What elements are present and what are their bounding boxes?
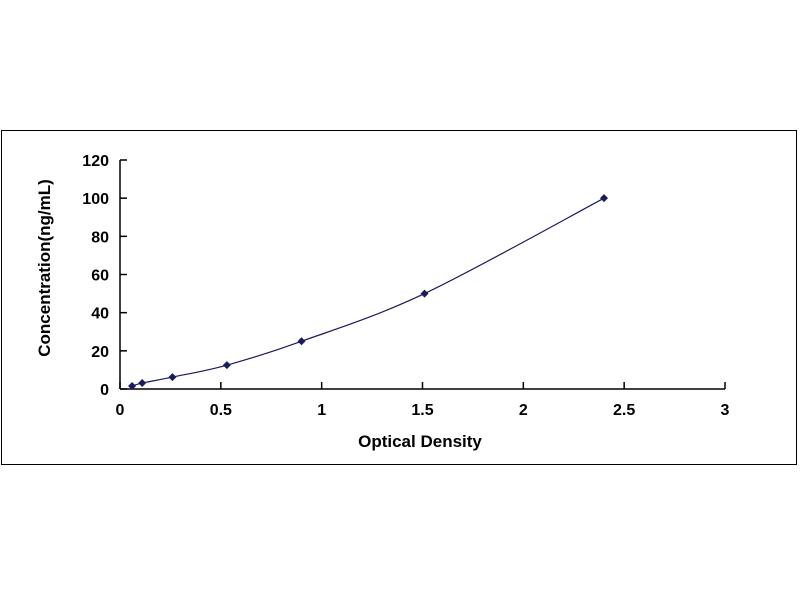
data-point — [128, 382, 137, 391]
x-tick-label: 1 — [317, 402, 326, 419]
y-axis-label: Concentration(ng/mL) — [35, 179, 54, 357]
data-point — [138, 379, 147, 388]
y-tick-label: 20 — [91, 344, 109, 361]
x-tick-label: 3 — [721, 402, 730, 419]
x-axis-label: Optical Density — [358, 432, 482, 451]
chart-frame — [1, 130, 797, 465]
x-tick-label: 2.5 — [613, 402, 635, 419]
data-point — [600, 194, 608, 203]
x-tick-label: 0.5 — [210, 402, 232, 419]
data-point — [222, 361, 231, 370]
data-point — [297, 337, 306, 346]
x-tick-label: 0 — [116, 402, 125, 419]
y-tick-label: 100 — [82, 191, 109, 208]
data-point — [420, 289, 429, 298]
x-tick-label: 2 — [519, 402, 528, 419]
y-tick-label: 60 — [91, 268, 109, 285]
trend-curve — [131, 197, 605, 387]
y-tick-label: 40 — [91, 306, 109, 323]
y-tick-label: 120 — [82, 153, 109, 170]
data-point — [168, 373, 177, 382]
x-tick-label: 1.5 — [411, 402, 433, 419]
y-tick-label: 0 — [100, 382, 109, 399]
y-tick-label: 80 — [91, 229, 109, 246]
